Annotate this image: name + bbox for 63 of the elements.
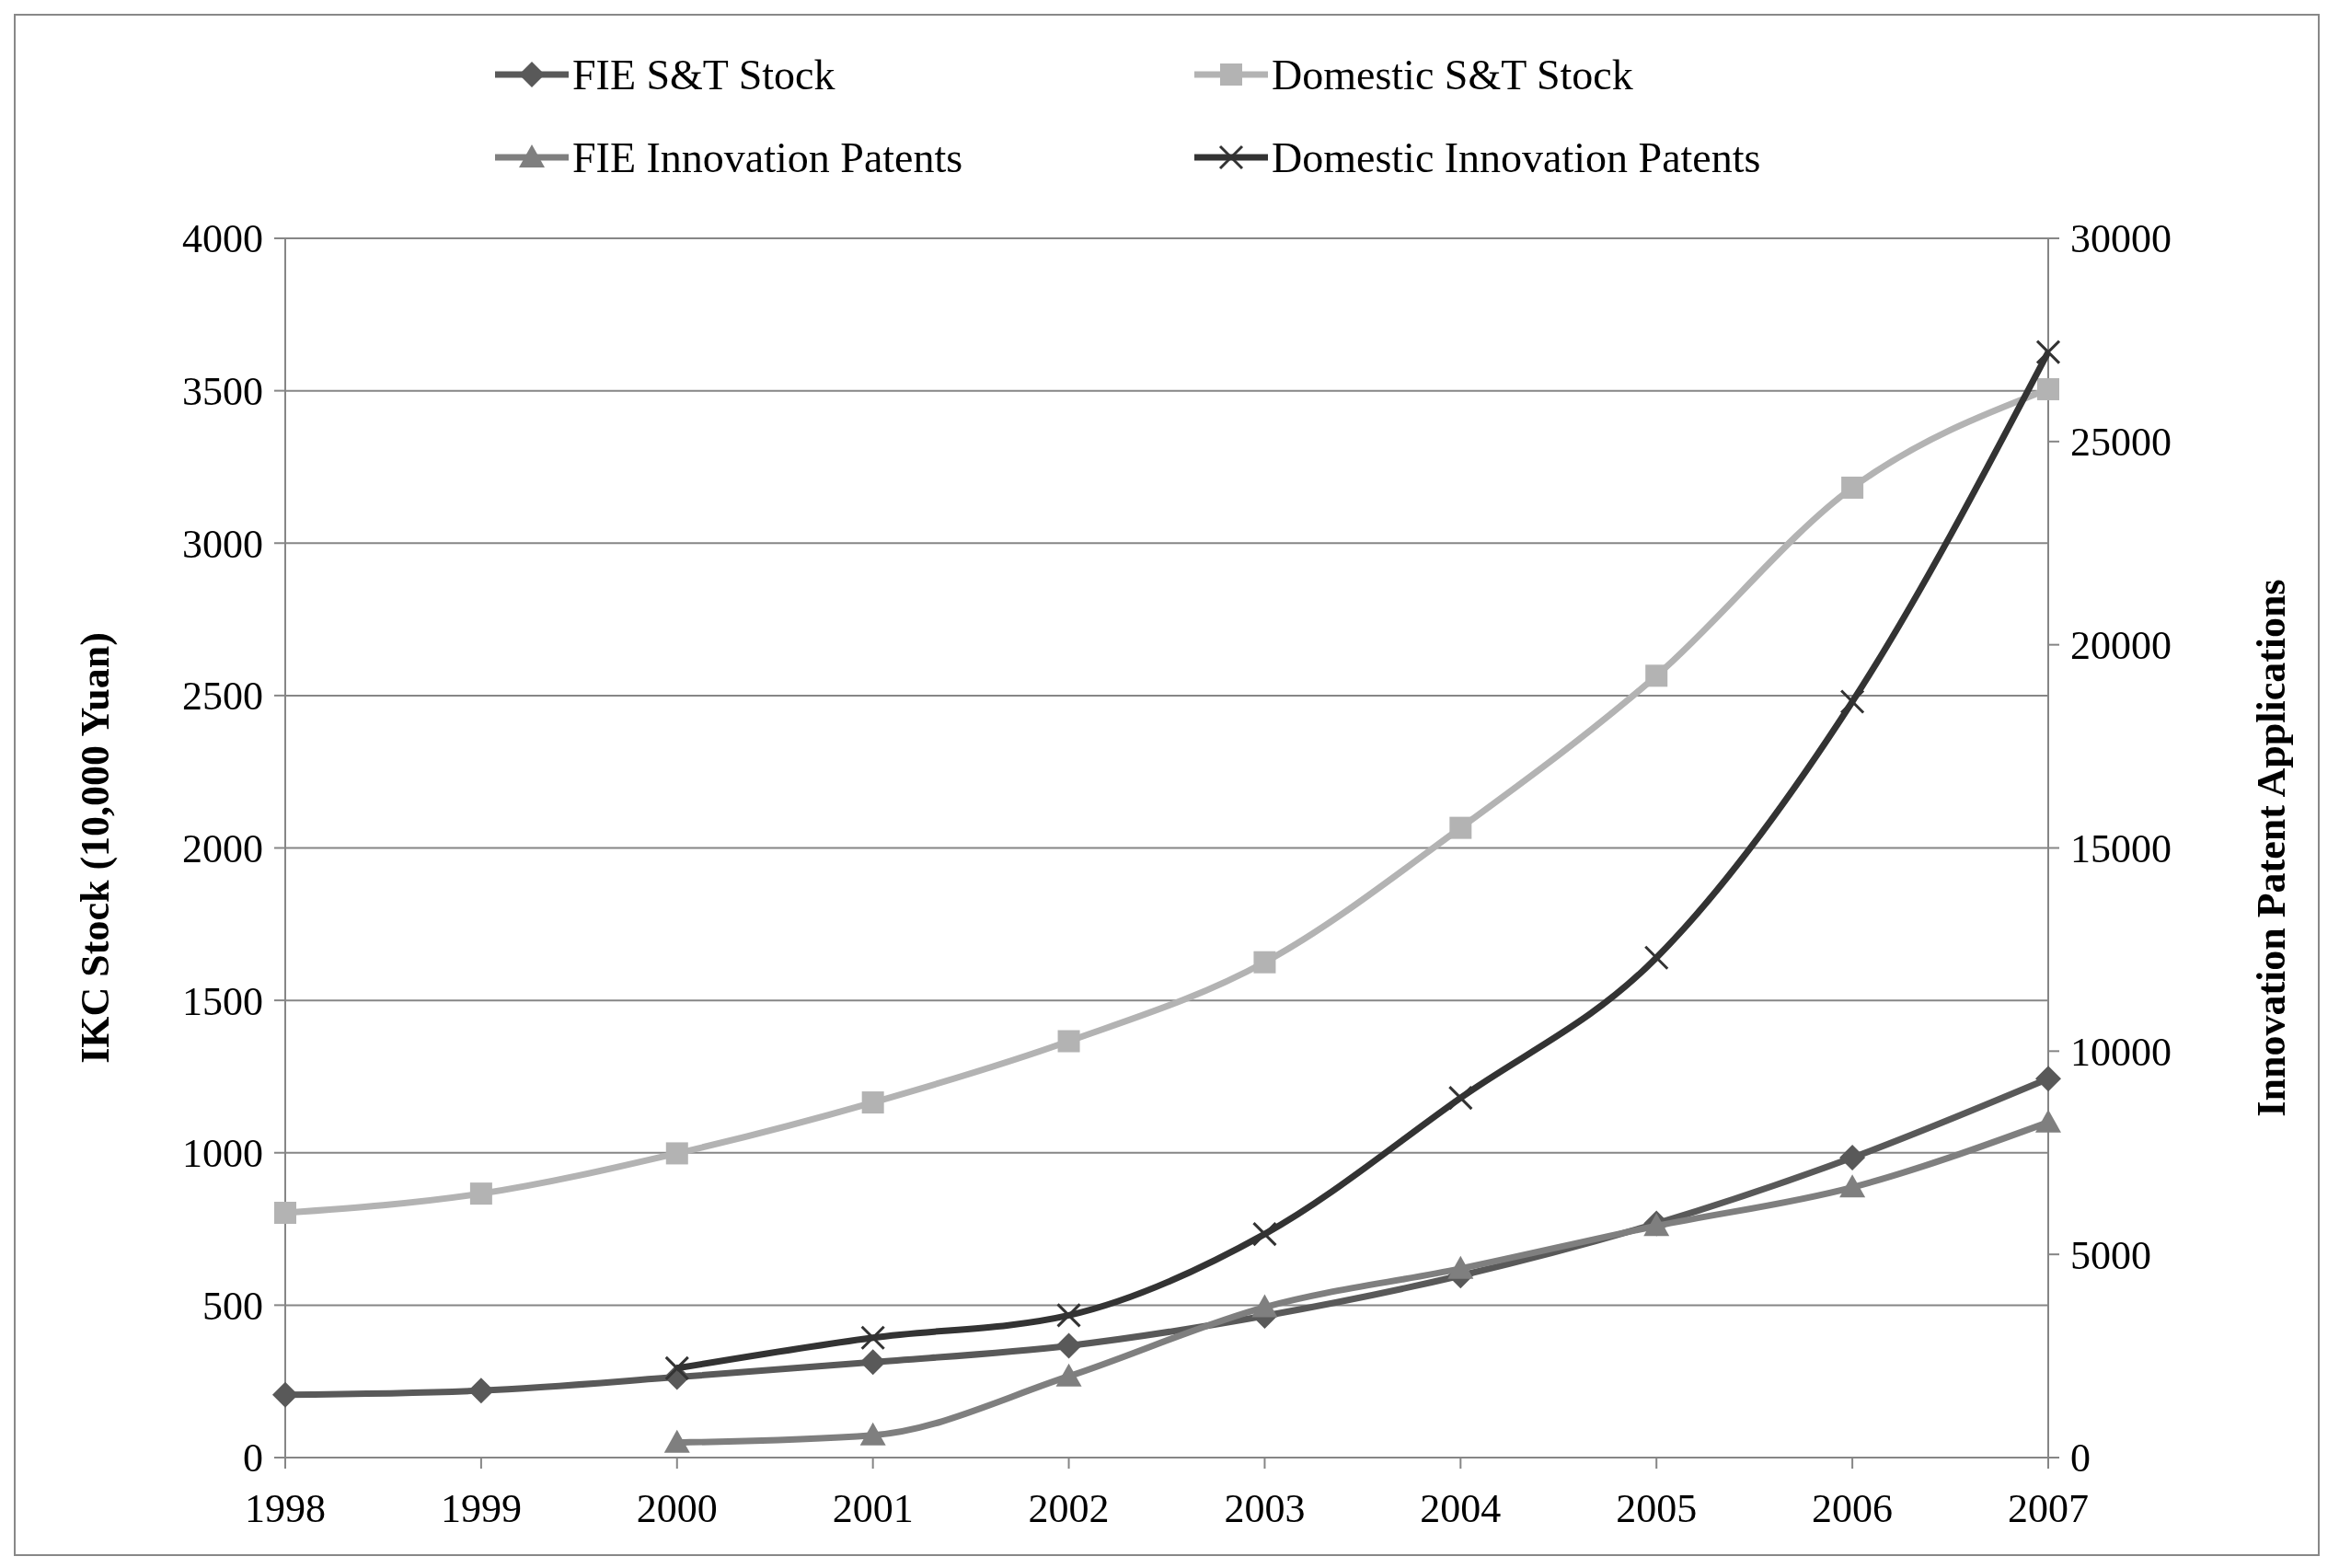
- y-tick-label: 500: [202, 1283, 263, 1329]
- y-tick-label: 3500: [182, 369, 263, 415]
- point: [1055, 1332, 1082, 1359]
- y2-tick-label: 15000: [2070, 825, 2172, 871]
- point: [860, 1325, 886, 1351]
- y-tick-label: 3000: [182, 521, 263, 567]
- y2-tick-label: 20000: [2070, 623, 2172, 669]
- point: [1057, 1030, 1080, 1053]
- point: [663, 1429, 690, 1453]
- point: [664, 1355, 690, 1381]
- legend-label: FIE Innovation Patents: [572, 134, 963, 182]
- x-tick-label: 2006: [1812, 1486, 1894, 1531]
- point: [2037, 377, 2059, 400]
- point: [469, 1182, 492, 1205]
- x-tick-label: 2000: [636, 1486, 718, 1531]
- x-tick-label: 2005: [1616, 1486, 1698, 1531]
- y-tick-label: 1500: [182, 978, 263, 1024]
- point: [1251, 1221, 1277, 1247]
- x-tick-label: 2001: [832, 1486, 914, 1531]
- point: [1839, 689, 1865, 714]
- x-tick-label: 2004: [1420, 1486, 1502, 1531]
- point: [1056, 1302, 1082, 1328]
- y2-tick-label: 30000: [2070, 216, 2172, 262]
- point: [2035, 1109, 2061, 1133]
- x-tick-label: 1998: [245, 1486, 326, 1531]
- point: [1447, 1255, 1474, 1279]
- x-tick-label: 1999: [440, 1486, 522, 1531]
- point: [1447, 1085, 1473, 1111]
- y2-tick-label: 5000: [2070, 1232, 2151, 1278]
- legend-label: Domestic S&T Stock: [1272, 52, 1633, 99]
- legend-label: Domestic Innovation Patents: [1272, 134, 1761, 182]
- point: [859, 1349, 886, 1376]
- point: [1839, 1174, 1866, 1198]
- point: [1253, 951, 1276, 974]
- point: [1645, 664, 1668, 687]
- x-tick-label: 2003: [1224, 1486, 1306, 1531]
- y-tick-label: 0: [243, 1435, 263, 1482]
- point: [861, 1091, 884, 1114]
- point: [1251, 1294, 1278, 1318]
- y-tick-label: 1000: [182, 1131, 263, 1177]
- y-tick-label: 2500: [182, 674, 263, 720]
- point: [2035, 1066, 2061, 1092]
- y-tick-label: 4000: [182, 216, 263, 262]
- point: [1643, 945, 1669, 971]
- point: [665, 1142, 688, 1165]
- point: [859, 1422, 886, 1446]
- y2-tick-label: 0: [2070, 1435, 2091, 1482]
- legend-label: FIE S&T Stock: [572, 52, 835, 99]
- y-axis-title: IKC Stock (10,000 Yuan): [73, 632, 118, 1064]
- x-tick-label: 2007: [2008, 1486, 2089, 1531]
- y2-tick-label: 10000: [2070, 1029, 2172, 1075]
- point: [272, 1381, 298, 1408]
- point: [1839, 1145, 1866, 1171]
- y2-tick-label: 25000: [2070, 420, 2172, 466]
- y-tick-label: 2000: [182, 825, 263, 871]
- point: [2035, 340, 2061, 365]
- y2-axis-title: Innovation Patent Applications: [2249, 579, 2295, 1117]
- point: [1055, 1363, 1082, 1387]
- point: [1449, 816, 1472, 839]
- x-tick-label: 2002: [1028, 1486, 1110, 1531]
- point: [1841, 476, 1864, 499]
- point: [467, 1378, 494, 1404]
- point: [274, 1202, 296, 1225]
